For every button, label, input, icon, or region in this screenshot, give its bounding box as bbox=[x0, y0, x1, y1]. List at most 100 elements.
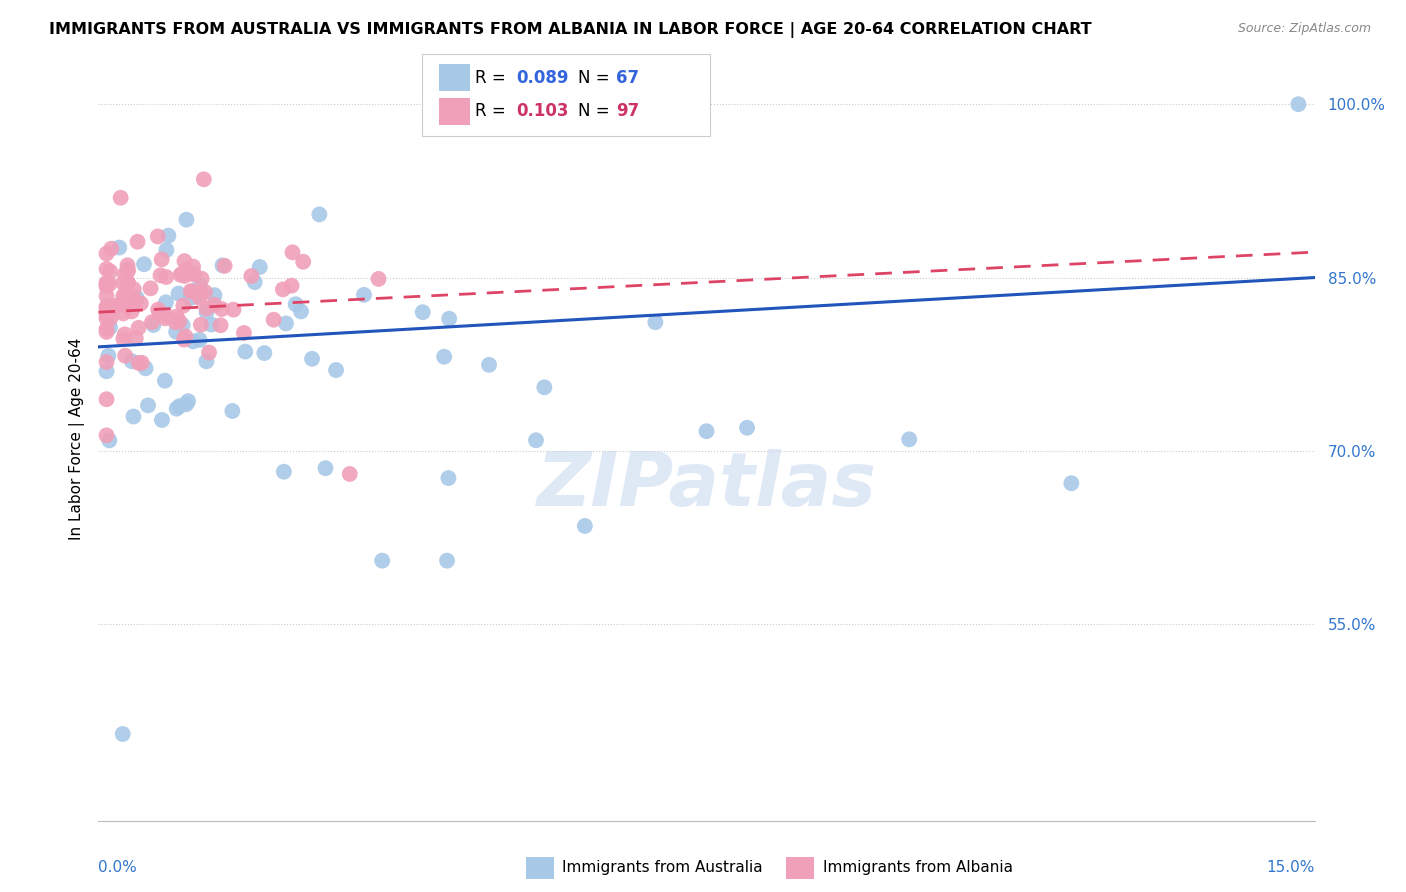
Point bbox=[533, 380, 555, 394]
Point bbox=[173, 254, 195, 268]
Point bbox=[96, 289, 118, 303]
Point bbox=[211, 259, 233, 273]
Point bbox=[128, 321, 150, 335]
Point bbox=[121, 354, 143, 368]
Point bbox=[97, 349, 120, 363]
Point bbox=[167, 286, 190, 301]
Point bbox=[110, 296, 132, 310]
Point bbox=[125, 331, 148, 345]
Point bbox=[195, 301, 218, 316]
Point bbox=[263, 312, 285, 326]
Point bbox=[139, 281, 162, 295]
Point bbox=[96, 364, 118, 378]
Text: Source: ZipAtlas.com: Source: ZipAtlas.com bbox=[1237, 22, 1371, 36]
Point bbox=[232, 326, 254, 340]
Point bbox=[169, 399, 191, 413]
Point bbox=[240, 268, 263, 283]
Point bbox=[96, 355, 118, 369]
Point bbox=[173, 333, 195, 347]
Point bbox=[155, 270, 177, 285]
Point bbox=[301, 351, 323, 366]
Point bbox=[371, 554, 394, 568]
Point bbox=[181, 334, 204, 349]
Point bbox=[114, 294, 136, 309]
Point bbox=[122, 293, 145, 307]
Point bbox=[117, 276, 139, 290]
Point bbox=[412, 305, 434, 319]
Point bbox=[172, 299, 194, 313]
Point bbox=[174, 397, 197, 411]
Point bbox=[157, 228, 180, 243]
Text: N =: N = bbox=[578, 69, 614, 87]
Point bbox=[117, 276, 139, 290]
Point bbox=[165, 315, 187, 329]
Point bbox=[131, 356, 153, 370]
Point bbox=[169, 268, 191, 282]
Text: 0.089: 0.089 bbox=[516, 69, 568, 87]
Point bbox=[180, 267, 202, 281]
Point bbox=[174, 329, 197, 343]
Point bbox=[524, 434, 547, 448]
Point bbox=[132, 257, 155, 271]
Point bbox=[177, 394, 200, 409]
Point bbox=[179, 291, 201, 305]
Point bbox=[735, 421, 758, 435]
Point bbox=[121, 304, 143, 318]
Point bbox=[128, 356, 150, 370]
Point bbox=[292, 254, 315, 268]
Point bbox=[180, 284, 202, 298]
Point bbox=[100, 300, 122, 314]
Point bbox=[135, 361, 157, 376]
Point bbox=[898, 433, 921, 447]
Point bbox=[280, 278, 302, 293]
Point bbox=[117, 258, 139, 272]
Point bbox=[98, 434, 121, 448]
Point bbox=[166, 401, 188, 416]
Point bbox=[112, 276, 135, 290]
Point bbox=[141, 315, 163, 329]
Point bbox=[353, 288, 375, 302]
Point bbox=[188, 333, 211, 347]
Point bbox=[96, 276, 118, 290]
Point bbox=[117, 262, 139, 277]
Point bbox=[149, 306, 172, 320]
Point bbox=[96, 311, 118, 326]
Point bbox=[190, 318, 212, 332]
Point bbox=[176, 212, 198, 227]
Point bbox=[284, 297, 307, 311]
Point bbox=[198, 345, 221, 359]
Point bbox=[181, 285, 204, 299]
Point bbox=[174, 263, 197, 277]
Point bbox=[172, 318, 194, 332]
Point bbox=[142, 318, 165, 332]
Point bbox=[149, 268, 172, 283]
Point bbox=[153, 311, 176, 326]
Point bbox=[136, 398, 159, 412]
Point bbox=[96, 428, 118, 442]
Point bbox=[114, 267, 136, 281]
Point bbox=[195, 305, 218, 319]
Point bbox=[146, 229, 169, 244]
Point bbox=[478, 358, 501, 372]
Point bbox=[155, 243, 177, 257]
Point bbox=[96, 308, 118, 322]
Point bbox=[696, 424, 718, 438]
Point bbox=[204, 288, 226, 302]
Point bbox=[433, 350, 456, 364]
Point bbox=[98, 277, 121, 291]
Point bbox=[243, 275, 266, 289]
Point bbox=[214, 259, 236, 273]
Text: 0.0%: 0.0% bbox=[98, 860, 138, 874]
Text: IMMIGRANTS FROM AUSTRALIA VS IMMIGRANTS FROM ALBANIA IN LABOR FORCE | AGE 20-64 : IMMIGRANTS FROM AUSTRALIA VS IMMIGRANTS … bbox=[49, 22, 1092, 38]
Point bbox=[188, 291, 211, 305]
Point bbox=[194, 285, 217, 299]
Point bbox=[121, 294, 143, 309]
Point bbox=[150, 252, 173, 267]
Text: R =: R = bbox=[475, 69, 512, 87]
Point bbox=[96, 392, 118, 407]
Point bbox=[96, 301, 118, 316]
Point bbox=[100, 311, 122, 326]
Point bbox=[114, 289, 136, 303]
Point bbox=[222, 302, 245, 317]
Point bbox=[188, 278, 211, 293]
